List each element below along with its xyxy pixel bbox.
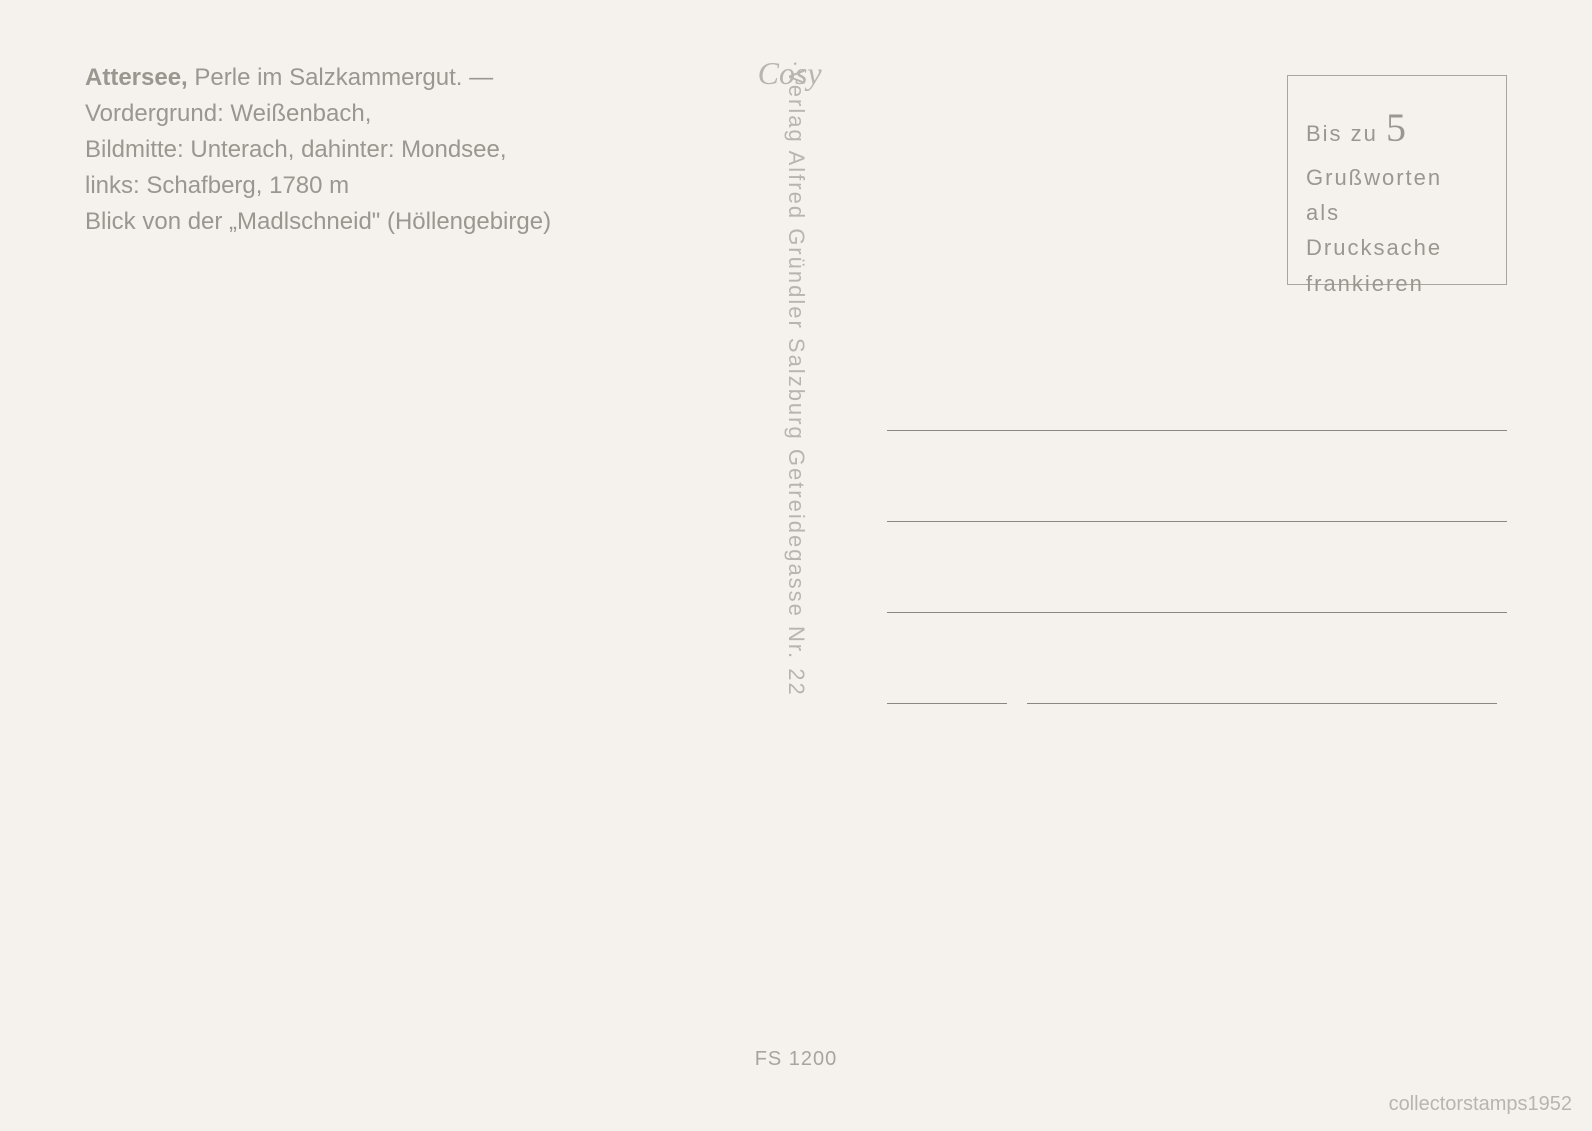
description-line-3: Bildmitte: Unterach, dahinter: Mondsee, [85,132,551,168]
stamp-line-4: Drucksache [1306,230,1488,265]
description-line-4: links: Schafberg, 1780 m [85,168,551,204]
address-line-3 [887,612,1507,613]
stamp-number: 5 [1386,105,1408,150]
address-line-4-short [887,703,1007,704]
stamp-prefix: Bis zu [1306,121,1386,146]
product-code: FS 1200 [755,1048,838,1071]
address-line-4-long [1027,703,1497,704]
address-line-4-group [887,703,1507,704]
postcard-description: Attersee, Perle im Salzkammergut. — Vord… [85,60,551,240]
place-name: Attersee, [85,64,188,91]
description-title-line: Attersee, Perle im Salzkammergut. — [85,60,551,96]
publisher-logo-text: Cosy [758,55,822,92]
watermark: collectorstamps1952 [1389,1093,1572,1116]
stamp-line-2: Grußworten [1306,160,1488,195]
address-line-2 [887,521,1507,522]
stamp-line-5: frankieren [1306,266,1488,301]
stamp-line-3: als [1306,195,1488,230]
publisher-logo: Cosy [758,55,822,102]
stamp-box: Bis zu 5 Grußworten als Drucksache frank… [1287,75,1507,285]
publisher-text: ·Verlag Alfred Gründler Salzburg Getreid… [783,60,809,697]
description-line-2: Vordergrund: Weißenbach, [85,96,551,132]
address-lines-area [887,430,1507,704]
address-line-1 [887,430,1507,431]
stamp-line-1: Bis zu 5 [1306,96,1488,160]
description-line-5: Blick von der „Madlschneid" (Höllengebir… [85,204,551,240]
title-rest: Perle im Salzkammergut. — [188,64,493,91]
publisher-credit: ·Verlag Alfred Gründler Salzburg Getreid… [783,60,809,860]
